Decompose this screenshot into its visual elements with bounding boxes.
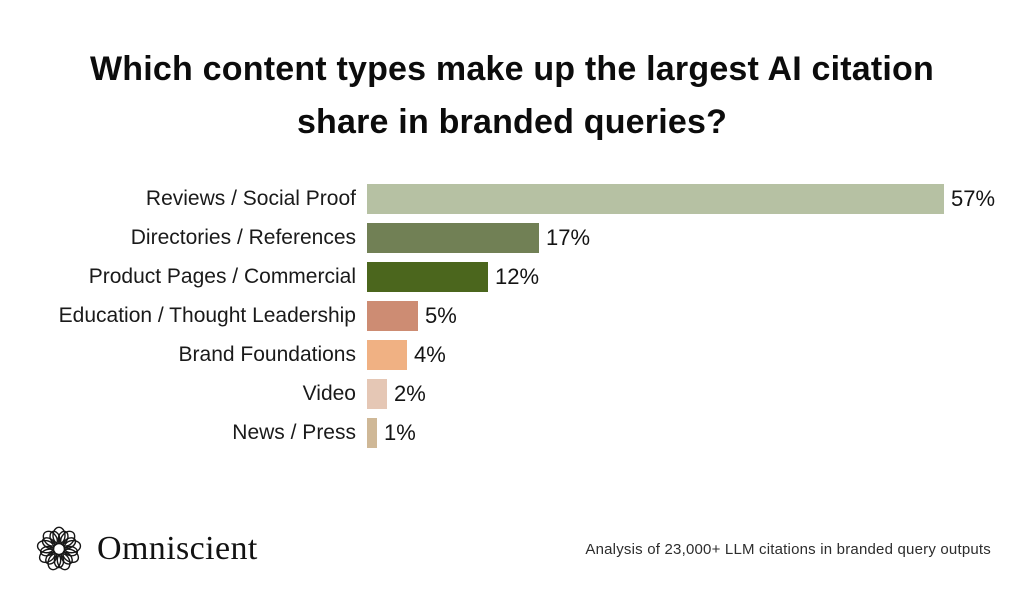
category-label: Directories / References bbox=[130, 226, 356, 249]
category-label: Reviews / Social Proof bbox=[145, 187, 356, 210]
chart-row: Brand Foundations 4% bbox=[0, 340, 1024, 370]
value-label: 4% bbox=[414, 342, 446, 367]
value-label: 12% bbox=[495, 264, 540, 289]
bar bbox=[367, 340, 407, 370]
footer-note: Analysis of 23,000+ LLM citations in bra… bbox=[585, 540, 991, 558]
category-label: Video bbox=[302, 382, 356, 405]
bar bbox=[367, 379, 387, 409]
value-label: 57% bbox=[951, 186, 996, 211]
value-label: 5% bbox=[425, 303, 457, 328]
brand-wordmark: Omniscient bbox=[97, 530, 258, 567]
chart-row: Video 2% bbox=[0, 379, 1024, 409]
omniscient-logo-icon bbox=[36, 526, 82, 571]
category-label: Education / Thought Leadership bbox=[58, 304, 356, 327]
bar bbox=[367, 418, 377, 448]
chart-title-line-1: Which content types make up the largest … bbox=[90, 49, 934, 88]
brand-lockup: Omniscient bbox=[36, 526, 258, 572]
chart-row: Product Pages / Commercial 12% bbox=[0, 262, 1024, 292]
category-label: News / Press bbox=[232, 421, 356, 444]
chart-title: Which content types make up the largest … bbox=[28, 43, 996, 149]
footer: Omniscient Analysis of 23,000+ LLM citat… bbox=[36, 522, 991, 576]
chart-title-line-2: share in branded queries? bbox=[296, 102, 728, 141]
chart-row: Directories / References 17% bbox=[0, 223, 1024, 253]
bar bbox=[367, 262, 488, 292]
chart-row: News / Press 1% bbox=[0, 418, 1024, 448]
bar-chart: Reviews / Social Proof 57% Directories / R… bbox=[0, 184, 1024, 457]
value-label: 17% bbox=[546, 225, 591, 250]
bar bbox=[367, 301, 418, 331]
bar bbox=[367, 184, 944, 214]
category-label: Brand Foundations bbox=[178, 343, 356, 366]
value-label: 2% bbox=[394, 381, 426, 406]
bar bbox=[367, 223, 539, 253]
value-label: 1% bbox=[384, 420, 416, 445]
chart-row: Education / Thought Leadership 5% bbox=[0, 301, 1024, 331]
chart-row: Reviews / Social Proof 57% bbox=[0, 184, 1024, 214]
category-label: Product Pages / Commercial bbox=[88, 265, 356, 288]
